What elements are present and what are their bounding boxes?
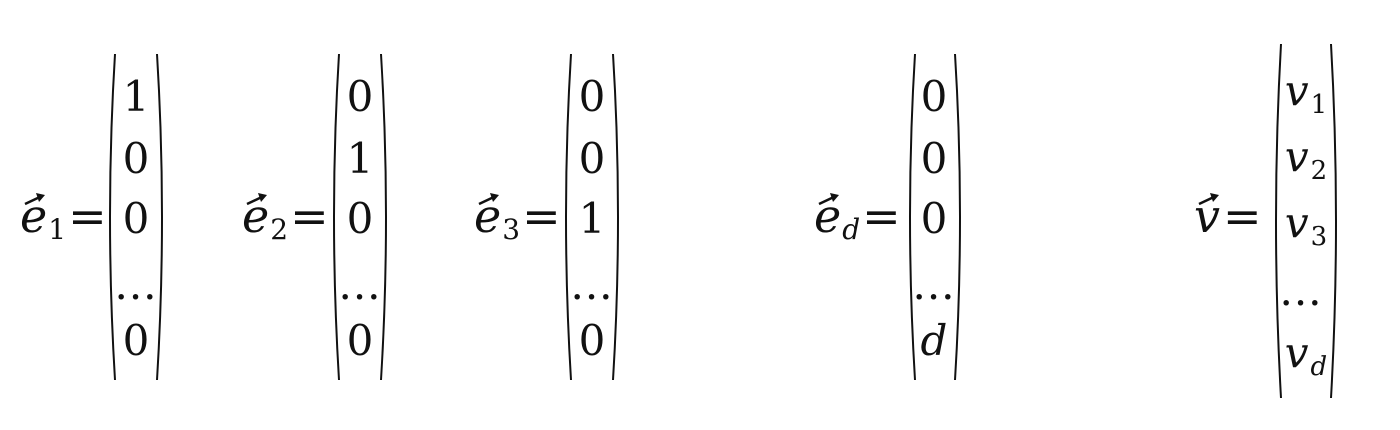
vector-arrow-icon xyxy=(818,193,839,206)
left-parenthesis-icon xyxy=(565,53,572,381)
matrix-entry: 0 xyxy=(122,134,150,183)
matrix-entry: 0 xyxy=(346,194,374,243)
right-parenthesis-icon xyxy=(1330,43,1337,399)
vector-subscript: d xyxy=(842,213,861,246)
entry-subscript: d xyxy=(1310,352,1328,382)
entry-subscript: 1 xyxy=(1310,90,1328,120)
vector-subscript: 2 xyxy=(270,213,289,246)
vector-label: v = xyxy=(1194,186,1262,246)
entry-base: v xyxy=(1284,132,1309,181)
equals-sign: = xyxy=(290,189,329,243)
left-parenthesis-icon xyxy=(109,53,116,381)
right-parenthesis-icon xyxy=(156,53,163,381)
matrix-entry: 0 xyxy=(920,72,948,121)
matrix-entry: d xyxy=(920,316,948,365)
vector-symbol: e xyxy=(242,186,269,246)
vector-label: e 2 = xyxy=(242,186,329,246)
vector-arrow-icon xyxy=(478,193,499,206)
matrix-entry-ellipsis: ... xyxy=(912,260,956,309)
matrix-entry: 0 xyxy=(346,72,374,121)
vector-letter: e xyxy=(242,189,270,243)
matrix-entry-ellipsis: ... xyxy=(114,260,158,309)
matrix-entry: 0 xyxy=(578,72,606,121)
vector-symbol: e xyxy=(474,186,501,246)
matrix-entry: v3 xyxy=(1276,198,1336,253)
vector-subscript: 3 xyxy=(502,213,521,246)
left-parenthesis-icon xyxy=(333,53,340,381)
vector-symbol: e xyxy=(814,186,841,246)
vector-subscript: 1 xyxy=(48,213,67,246)
entry-base: v xyxy=(1284,198,1309,247)
matrix-entry: 1 xyxy=(346,134,374,183)
matrix-entry-ellipsis: ... xyxy=(570,260,614,309)
equals-sign: = xyxy=(1223,189,1262,243)
matrix-entry-ellipsis: ... xyxy=(338,260,382,309)
matrix-entry: vd xyxy=(1276,328,1336,383)
vector-symbol: v xyxy=(1194,186,1220,246)
entry-base: ... xyxy=(1279,266,1323,315)
matrix-entry-ellipsis: ... xyxy=(1272,268,1332,314)
left-parenthesis-icon xyxy=(909,53,916,381)
matrix-entry: 1 xyxy=(122,72,150,121)
matrix-entry: 0 xyxy=(920,194,948,243)
equals-sign: = xyxy=(522,189,561,243)
matrix-entry: 1 xyxy=(578,194,606,243)
matrix-entry: 0 xyxy=(122,194,150,243)
right-parenthesis-icon xyxy=(612,53,619,381)
matrix-entry: v1 xyxy=(1276,66,1336,121)
left-parenthesis-icon xyxy=(1275,43,1282,399)
vector-symbol: e xyxy=(20,186,47,246)
vector-letter: e xyxy=(20,189,48,243)
vector-arrow-icon xyxy=(246,193,267,206)
vector-letter: e xyxy=(814,189,842,243)
vector-arrow-icon xyxy=(1198,193,1219,206)
vector-label: e 1 = xyxy=(20,186,107,246)
entry-base: v xyxy=(1284,328,1309,377)
matrix-entry: 0 xyxy=(122,316,150,365)
right-parenthesis-icon xyxy=(380,53,387,381)
matrix-entry: 0 xyxy=(578,134,606,183)
matrix-entry: 0 xyxy=(578,316,606,365)
entry-base: v xyxy=(1284,66,1309,115)
vector-label: e d = xyxy=(814,186,901,246)
matrix-entry: 0 xyxy=(346,316,374,365)
matrix-entry: 0 xyxy=(920,134,948,183)
equals-sign: = xyxy=(862,189,901,243)
vector-arrow-icon xyxy=(24,193,45,206)
equals-sign: = xyxy=(68,189,107,243)
entry-subscript: 3 xyxy=(1310,222,1328,252)
matrix-entry: v2 xyxy=(1276,132,1336,187)
right-parenthesis-icon xyxy=(954,53,961,381)
vector-letter: e xyxy=(474,189,502,243)
entry-subscript: 2 xyxy=(1310,156,1328,186)
vector-label: e 3 = xyxy=(474,186,561,246)
